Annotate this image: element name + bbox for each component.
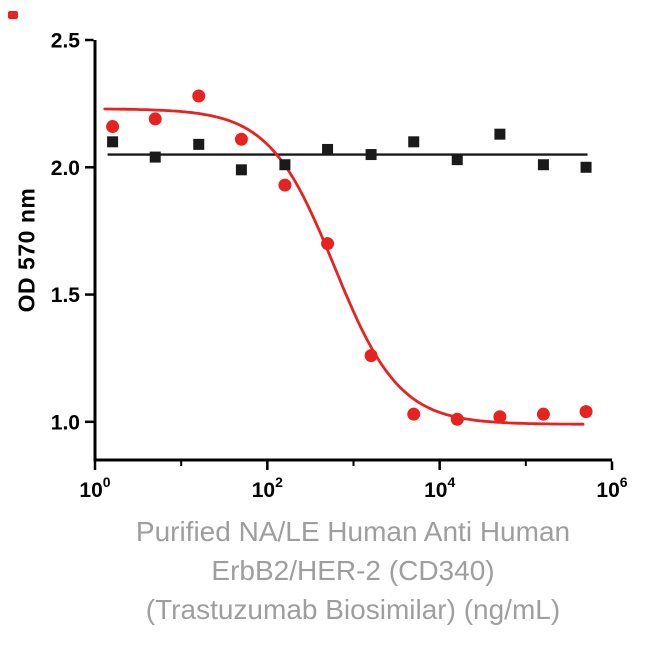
- data-point-circle: [148, 112, 162, 126]
- data-point-square: [365, 149, 377, 161]
- corner-red-mark: [8, 11, 18, 19]
- x-tick-label: 106: [596, 474, 627, 502]
- data-point-square: [451, 154, 463, 166]
- x-axis-title-line-3: (Trastuzumab Biosimilar) (ng/mL): [145, 594, 561, 625]
- y-tick-label: 1.0: [51, 411, 80, 434]
- data-point-circle: [579, 405, 593, 419]
- data-point-circle: [278, 178, 292, 192]
- data-point-circle: [106, 120, 120, 134]
- data-point-circle: [493, 410, 507, 424]
- data-point-square: [107, 136, 119, 148]
- data-point-circle: [536, 407, 550, 421]
- x-tick-label: 100: [79, 474, 110, 502]
- data-point-square: [537, 159, 549, 171]
- data-point-square: [494, 128, 506, 140]
- data-point-circle: [407, 407, 421, 421]
- x-axis-title-line-2: ErbB2/HER-2 (CD340): [211, 555, 495, 586]
- data-point-circle: [192, 89, 206, 103]
- fit-curve-circle: [103, 107, 585, 426]
- data-point-square: [322, 143, 334, 155]
- x-axis-title-line-1: Purified NA/LE Human Anti Human: [135, 516, 571, 547]
- data-point-square: [193, 138, 205, 150]
- x-axis-title: Purified NA/LE Human Anti Human ErbB2/HE…: [70, 512, 636, 629]
- data-point-square: [235, 164, 247, 176]
- data-point-square: [149, 151, 161, 163]
- data-point-circle: [364, 349, 378, 363]
- data-point-circle: [321, 237, 335, 251]
- y-tick-label: 2.5: [51, 30, 81, 53]
- data-point-square: [580, 161, 592, 173]
- y-tick-label: 1.5: [51, 284, 81, 307]
- data-point-circle: [450, 412, 464, 426]
- y-tick-label: 2.0: [51, 157, 80, 180]
- data-point-circle: [234, 132, 248, 146]
- x-tick-label: 104: [424, 474, 455, 502]
- x-tick-label: 102: [252, 474, 283, 502]
- data-point-square: [408, 136, 420, 148]
- axes-lines: [93, 40, 612, 462]
- data-point-square: [279, 159, 291, 171]
